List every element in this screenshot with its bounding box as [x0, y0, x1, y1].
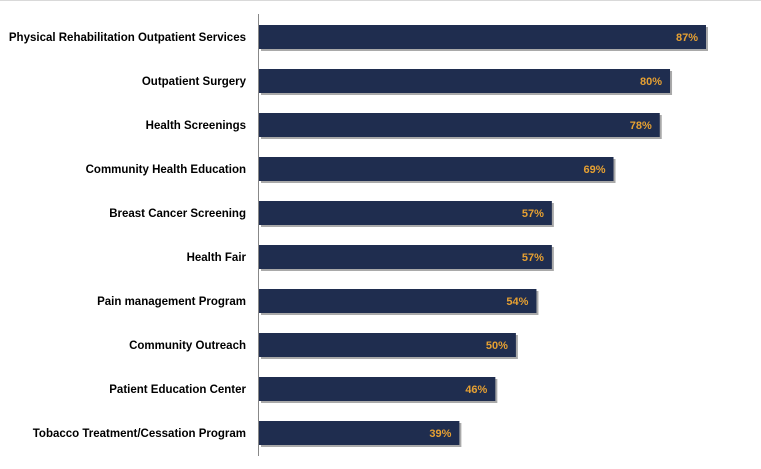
bar-group: Community Outreach 50%	[129, 333, 518, 359]
bar	[259, 157, 614, 181]
value-label: 87%	[676, 32, 698, 44]
bar	[259, 201, 552, 225]
category-label: Tobacco Treatment/Cessation Program	[33, 428, 246, 440]
bar-group: Health Fair 57%	[187, 245, 554, 271]
category-label: Community Health Education	[86, 164, 246, 176]
category-label: Community Outreach	[129, 340, 246, 352]
bar-group: Tobacco Treatment/Cessation Program 39%	[33, 421, 462, 447]
bar-group: Community Health Education 69%	[86, 157, 616, 183]
bar-group: Breast Cancer Screening 57%	[109, 201, 554, 227]
value-label: 50%	[486, 340, 508, 352]
bar-group: Patient Education Center 46%	[109, 377, 498, 403]
bar	[259, 333, 516, 357]
value-label: 80%	[640, 76, 662, 88]
category-label: Physical Rehabilitation Outpatient Servi…	[9, 32, 246, 44]
bars-layer: Physical Rehabilitation Outpatient Servi…	[9, 25, 708, 447]
bar	[259, 289, 537, 313]
bar-group: Physical Rehabilitation Outpatient Servi…	[9, 25, 708, 51]
value-label: 69%	[583, 164, 605, 176]
bar	[259, 113, 660, 137]
category-label: Patient Education Center	[109, 384, 246, 396]
value-label: 57%	[522, 208, 544, 220]
category-label: Pain management Program	[97, 296, 246, 308]
value-label: 57%	[522, 252, 544, 264]
bar	[259, 25, 706, 49]
category-label: Health Fair	[187, 252, 247, 264]
bar	[259, 421, 460, 445]
bar	[259, 377, 496, 401]
bar	[259, 245, 552, 269]
bar-group: Pain management Program 54%	[97, 289, 539, 315]
category-label: Health Screenings	[146, 120, 246, 132]
category-label: Breast Cancer Screening	[109, 208, 246, 220]
value-label: 39%	[429, 428, 451, 440]
bar-group: Outpatient Surgery 80%	[142, 69, 673, 95]
value-label: 54%	[506, 296, 528, 308]
category-label: Outpatient Surgery	[142, 76, 247, 88]
bar	[259, 69, 671, 93]
value-label: 78%	[630, 120, 652, 132]
value-label: 46%	[465, 384, 487, 396]
bar-group: Health Screenings 78%	[146, 113, 662, 139]
